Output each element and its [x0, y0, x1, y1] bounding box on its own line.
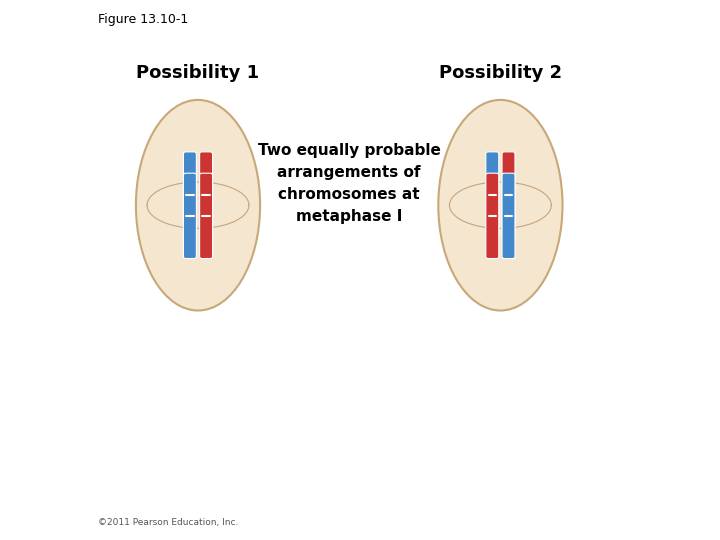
- Text: ©2011 Pearson Education, Inc.: ©2011 Pearson Education, Inc.: [98, 517, 238, 526]
- FancyBboxPatch shape: [184, 152, 197, 237]
- FancyBboxPatch shape: [199, 152, 212, 237]
- FancyBboxPatch shape: [199, 173, 212, 259]
- Text: Possibility 1: Possibility 1: [136, 64, 260, 82]
- FancyBboxPatch shape: [502, 173, 515, 259]
- Ellipse shape: [136, 100, 260, 310]
- FancyBboxPatch shape: [486, 173, 499, 259]
- FancyBboxPatch shape: [502, 152, 515, 237]
- Text: Possibility 2: Possibility 2: [438, 64, 562, 82]
- Text: Two equally probable
arrangements of
chromosomes at
metaphase I: Two equally probable arrangements of chr…: [258, 143, 441, 225]
- Ellipse shape: [438, 100, 562, 310]
- FancyBboxPatch shape: [184, 173, 197, 259]
- Text: Figure 13.10-1: Figure 13.10-1: [98, 14, 189, 26]
- FancyBboxPatch shape: [486, 152, 499, 237]
